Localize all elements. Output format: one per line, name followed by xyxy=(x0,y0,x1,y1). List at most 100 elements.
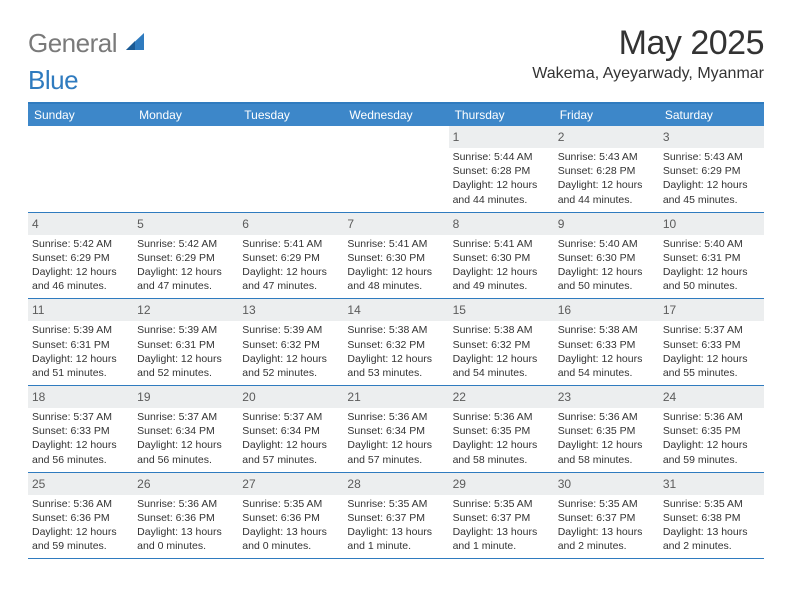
daylight-line-2: and 45 minutes. xyxy=(663,193,760,207)
day-of-week-cell: Wednesday xyxy=(343,104,448,126)
sunset-line: Sunset: 6:30 PM xyxy=(558,251,655,265)
daylight-line-1: Daylight: 13 hours xyxy=(347,525,444,539)
day-number: 2 xyxy=(558,130,565,144)
sunset-line: Sunset: 6:38 PM xyxy=(663,511,760,525)
weeks-container: 1Sunrise: 5:44 AMSunset: 6:28 PMDaylight… xyxy=(28,126,764,559)
sunset-line: Sunset: 6:35 PM xyxy=(558,424,655,438)
daylight-line-2: and 50 minutes. xyxy=(663,279,760,293)
title-block: May 2025 Wakema, Ayeyarwady, Myanmar xyxy=(532,24,764,83)
sunset-line: Sunset: 6:33 PM xyxy=(32,424,129,438)
sunrise-line: Sunrise: 5:38 AM xyxy=(347,323,444,337)
day-number: 9 xyxy=(558,217,565,231)
empty-day-cell xyxy=(133,126,238,212)
daylight-line-2: and 56 minutes. xyxy=(137,453,234,467)
day-number-bar: 16 xyxy=(554,299,659,321)
day-cell: 11Sunrise: 5:39 AMSunset: 6:31 PMDayligh… xyxy=(28,299,133,385)
daylight-line-2: and 2 minutes. xyxy=(558,539,655,553)
day-number-bar: 12 xyxy=(133,299,238,321)
daylight-line-1: Daylight: 12 hours xyxy=(347,265,444,279)
daylight-line-1: Daylight: 12 hours xyxy=(663,438,760,452)
daylight-line-2: and 47 minutes. xyxy=(242,279,339,293)
day-number: 5 xyxy=(137,217,144,231)
day-number: 3 xyxy=(663,130,670,144)
sunset-line: Sunset: 6:31 PM xyxy=(663,251,760,265)
day-cell: 17Sunrise: 5:37 AMSunset: 6:33 PMDayligh… xyxy=(659,299,764,385)
day-number: 28 xyxy=(347,477,360,491)
day-cell: 21Sunrise: 5:36 AMSunset: 6:34 PMDayligh… xyxy=(343,386,448,472)
logo: General xyxy=(28,24,149,59)
day-number-bar: 20 xyxy=(238,386,343,408)
sunset-line: Sunset: 6:32 PM xyxy=(242,338,339,352)
sunset-line: Sunset: 6:36 PM xyxy=(242,511,339,525)
sunset-line: Sunset: 6:37 PM xyxy=(453,511,550,525)
day-number-bar: 11 xyxy=(28,299,133,321)
day-number-bar: 26 xyxy=(133,473,238,495)
day-cell: 31Sunrise: 5:35 AMSunset: 6:38 PMDayligh… xyxy=(659,473,764,559)
day-cell: 7Sunrise: 5:41 AMSunset: 6:30 PMDaylight… xyxy=(343,213,448,299)
daylight-line-1: Daylight: 13 hours xyxy=(663,525,760,539)
daylight-line-1: Daylight: 12 hours xyxy=(32,352,129,366)
sunrise-line: Sunrise: 5:40 AM xyxy=(663,237,760,251)
day-cell: 6Sunrise: 5:41 AMSunset: 6:29 PMDaylight… xyxy=(238,213,343,299)
day-cell: 20 Sunrise: 5:37 AMSunset: 6:34 PMDayligh… xyxy=(238,386,343,472)
daylight-line-2: and 44 minutes. xyxy=(558,193,655,207)
daylight-line-2: and 58 minutes. xyxy=(453,453,550,467)
day-cell: 10Sunrise: 5:40 AMSunset: 6:31 PMDayligh… xyxy=(659,213,764,299)
day-number-bar: 23 xyxy=(554,386,659,408)
daylight-line-1: Daylight: 12 hours xyxy=(453,178,550,192)
daylight-line-1: Daylight: 12 hours xyxy=(453,438,550,452)
day-number: 20 xyxy=(242,390,255,404)
day-cell: 2Sunrise: 5:43 AMSunset: 6:28 PMDaylight… xyxy=(554,126,659,212)
daylight-line-2: and 55 minutes. xyxy=(663,366,760,380)
day-cell: 30Sunrise: 5:35 AMSunset: 6:37 PMDayligh… xyxy=(554,473,659,559)
sunrise-line: Sunrise: 5:38 AM xyxy=(453,323,550,337)
daylight-line-1: Daylight: 12 hours xyxy=(32,265,129,279)
day-number: 4 xyxy=(32,217,39,231)
day-cell: 14Sunrise: 5:38 AMSunset: 6:32 PMDayligh… xyxy=(343,299,448,385)
daylight-line-2: and 44 minutes. xyxy=(453,193,550,207)
daylight-line-1: Daylight: 12 hours xyxy=(137,438,234,452)
sunrise-line: Sunrise: 5:37 AM xyxy=(242,410,339,424)
day-number: 30 xyxy=(558,477,571,491)
daylight-line-1: Daylight: 12 hours xyxy=(32,438,129,452)
day-number: 18 xyxy=(32,390,45,404)
day-number: 1 xyxy=(453,130,460,144)
day-cell: 18Sunrise: 5:37 AMSunset: 6:33 PMDayligh… xyxy=(28,386,133,472)
sunset-line: Sunset: 6:32 PM xyxy=(347,338,444,352)
sunset-line: Sunset: 6:31 PM xyxy=(32,338,129,352)
daylight-line-1: Daylight: 12 hours xyxy=(558,265,655,279)
sunset-line: Sunset: 6:32 PM xyxy=(453,338,550,352)
sunrise-line: Sunrise: 5:43 AM xyxy=(663,150,760,164)
daylight-line-1: Daylight: 12 hours xyxy=(137,352,234,366)
day-number: 25 xyxy=(32,477,45,491)
sunrise-line: Sunrise: 5:35 AM xyxy=(347,497,444,511)
day-number-bar: 18 xyxy=(28,386,133,408)
daylight-line-2: and 58 minutes. xyxy=(558,453,655,467)
daylight-line-2: and 48 minutes. xyxy=(347,279,444,293)
daylight-line-1: Daylight: 13 hours xyxy=(453,525,550,539)
day-number-bar: 2 xyxy=(554,126,659,148)
daylight-line-1: Daylight: 12 hours xyxy=(242,438,339,452)
week-row: 25Sunrise: 5:36 AMSunset: 6:36 PMDayligh… xyxy=(28,473,764,560)
day-number: 31 xyxy=(663,477,676,491)
day-number: 14 xyxy=(347,303,360,317)
week-row: 1Sunrise: 5:44 AMSunset: 6:28 PMDaylight… xyxy=(28,126,764,213)
day-of-week-cell: Saturday xyxy=(659,104,764,126)
daylight-line-1: Daylight: 12 hours xyxy=(32,525,129,539)
daylight-line-2: and 1 minute. xyxy=(347,539,444,553)
empty-day-cell xyxy=(28,126,133,212)
daylight-line-2: and 1 minute. xyxy=(453,539,550,553)
sunset-line: Sunset: 6:28 PM xyxy=(453,164,550,178)
sunrise-line: Sunrise: 5:35 AM xyxy=(242,497,339,511)
day-number: 23 xyxy=(558,390,571,404)
sunset-line: Sunset: 6:34 PM xyxy=(242,424,339,438)
daylight-line-2: and 47 minutes. xyxy=(137,279,234,293)
day-number: 21 xyxy=(347,390,360,404)
daylight-line-1: Daylight: 12 hours xyxy=(558,438,655,452)
sunrise-line: Sunrise: 5:35 AM xyxy=(453,497,550,511)
sunset-line: Sunset: 6:29 PM xyxy=(242,251,339,265)
sunset-line: Sunset: 6:35 PM xyxy=(453,424,550,438)
daylight-line-2: and 46 minutes. xyxy=(32,279,129,293)
day-number: 7 xyxy=(347,217,354,231)
day-number: 15 xyxy=(453,303,466,317)
